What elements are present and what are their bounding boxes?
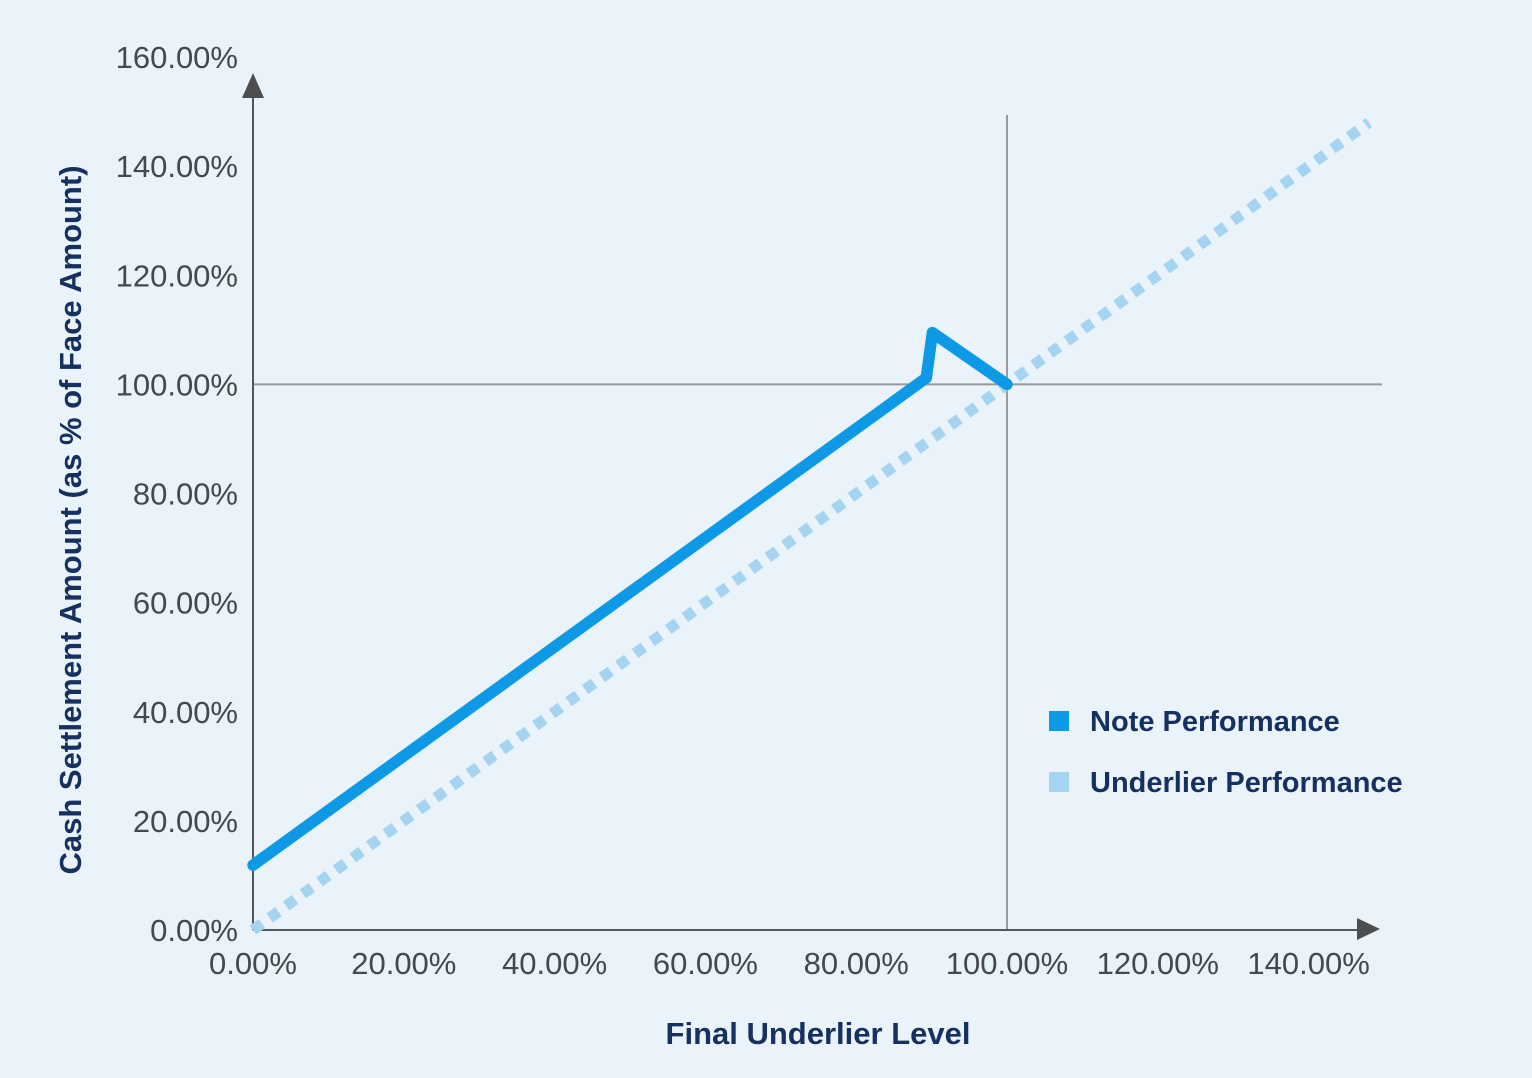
y-tick-label: 80.00% bbox=[133, 477, 238, 512]
x-tick-label: 120.00% bbox=[1097, 946, 1219, 981]
y-tick-label: 140.00% bbox=[116, 149, 238, 184]
x-axis-tick-labels: 0.00% 20.00% 40.00% 60.00% 80.00% 100.00% 120.… bbox=[209, 946, 1370, 981]
x-tick-label: 80.00% bbox=[804, 946, 909, 981]
note-performance-line bbox=[247, 326, 1013, 871]
y-axis-tick-labels: 0.00% 20.00% 40.00% 60.00% 80.00% 100.00% 120.… bbox=[116, 40, 238, 948]
x-tick-label: 20.00% bbox=[351, 946, 456, 981]
y-tick-label: 0.00% bbox=[150, 913, 238, 948]
legend-label-underlier-performance: Underlier Performance bbox=[1090, 767, 1403, 799]
x-tick-label: 140.00% bbox=[1247, 946, 1369, 981]
y-tick-label: 20.00% bbox=[133, 804, 238, 839]
y-tick-label: 60.00% bbox=[133, 586, 238, 621]
x-axis-title: Final Underlier Level bbox=[666, 1016, 971, 1051]
legend-swatch-underlier-performance bbox=[1049, 772, 1069, 792]
y-tick-label: 100.00% bbox=[116, 367, 238, 402]
x-tick-label: 100.00% bbox=[946, 946, 1068, 981]
legend: Note Performance Underlier Performance bbox=[1049, 706, 1403, 799]
y-tick-label: 120.00% bbox=[116, 258, 238, 293]
x-tick-label: 60.00% bbox=[653, 946, 758, 981]
x-axis-arrow-icon bbox=[1357, 918, 1380, 940]
legend-swatch-note-performance bbox=[1049, 711, 1069, 731]
y-axis-title: Cash Settlement Amount (as % of Face Amo… bbox=[53, 165, 88, 874]
y-tick-label: 160.00% bbox=[116, 40, 238, 75]
y-axis-arrow-icon bbox=[242, 73, 264, 98]
x-tick-label: 0.00% bbox=[209, 946, 297, 981]
legend-label-note-performance: Note Performance bbox=[1090, 706, 1340, 738]
y-tick-label: 40.00% bbox=[133, 695, 238, 730]
x-tick-label: 40.00% bbox=[502, 946, 607, 981]
underlier-performance-line bbox=[249, 118, 1373, 935]
